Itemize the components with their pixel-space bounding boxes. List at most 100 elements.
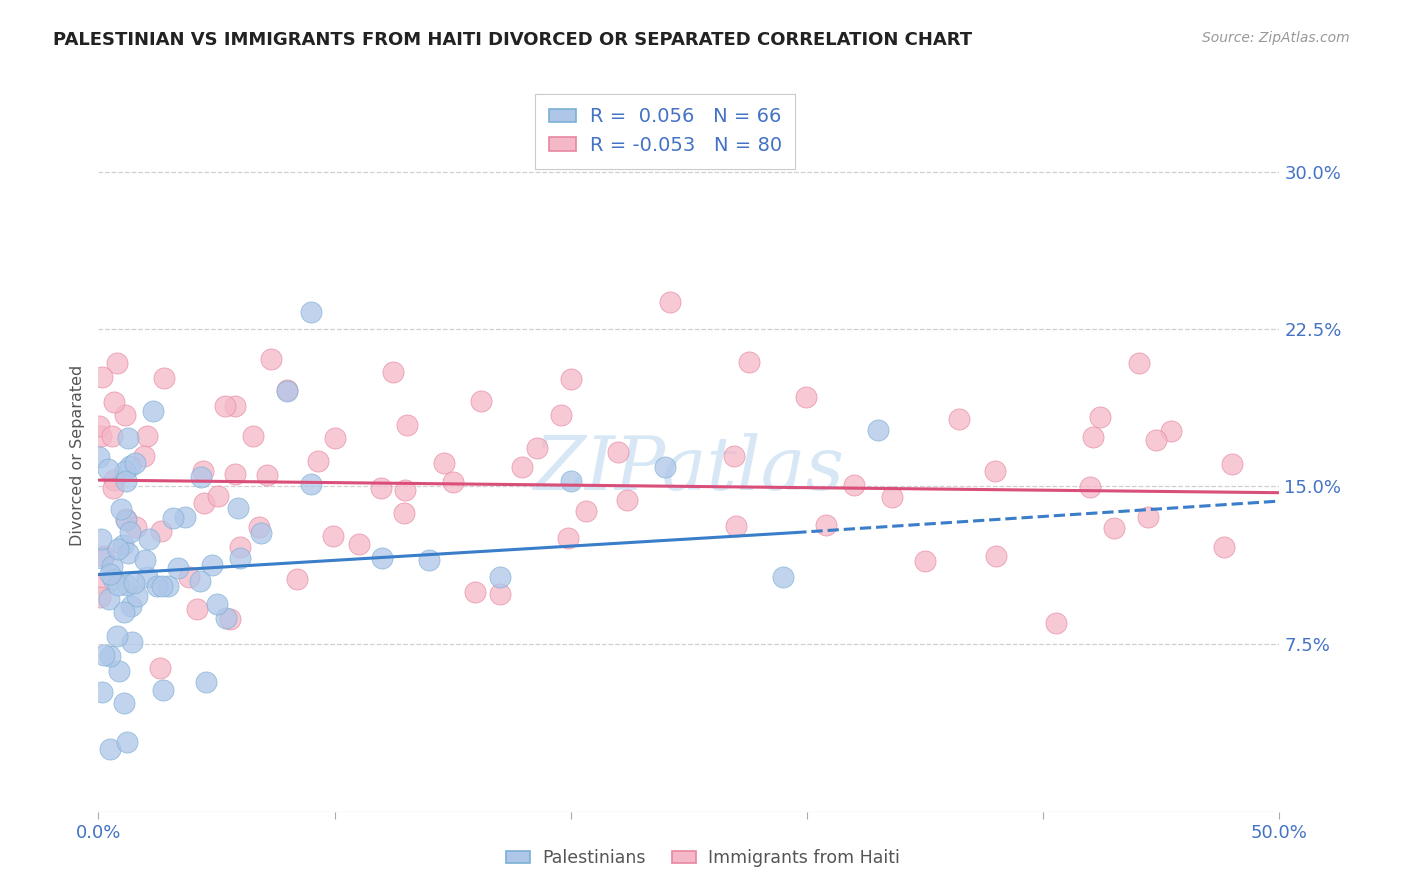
Point: [256, 468, 278, 483]
Point: [93, 549, 115, 563]
Point: [815, 518, 838, 533]
Point: [111, 537, 134, 551]
Point: [150, 579, 173, 593]
Point: [103, 481, 125, 495]
Point: [114, 464, 136, 478]
Point: [396, 417, 419, 432]
Point: [114, 474, 136, 488]
Point: [983, 464, 1005, 478]
Point: [193, 496, 215, 510]
Point: [349, 537, 371, 551]
Point: [193, 464, 215, 478]
Point: [101, 572, 124, 586]
Point: [87, 419, 110, 434]
Point: [392, 507, 415, 521]
Point: [156, 579, 179, 593]
Point: [418, 553, 440, 567]
Point: [1088, 409, 1111, 424]
Point: [382, 366, 405, 380]
Point: [560, 372, 582, 386]
Point: [1080, 479, 1102, 493]
Point: [152, 683, 174, 698]
Point: [984, 549, 1007, 563]
Point: [205, 598, 228, 612]
Point: [100, 558, 122, 573]
Point: [114, 408, 136, 422]
Point: [214, 399, 236, 413]
Point: [1144, 434, 1167, 448]
Point: [97, 591, 120, 606]
Point: [276, 384, 298, 399]
Point: [107, 541, 129, 556]
Point: [150, 524, 173, 539]
Point: [219, 612, 242, 626]
Point: [866, 423, 889, 437]
Point: [90, 576, 112, 591]
Point: [98, 741, 121, 756]
Point: [115, 578, 138, 592]
Point: [103, 473, 125, 487]
Point: [117, 431, 139, 445]
Point: [201, 558, 224, 573]
Point: [89, 450, 111, 464]
Point: [1160, 424, 1182, 438]
Point: [772, 570, 794, 584]
Point: [118, 524, 141, 539]
Point: [560, 475, 582, 489]
Point: [1102, 521, 1125, 535]
Point: [285, 572, 308, 586]
Legend: R =  0.056   N = 66, R = -0.053   N = 80: R = 0.056 N = 66, R = -0.053 N = 80: [536, 94, 796, 169]
Point: [190, 470, 212, 484]
Point: [433, 456, 456, 470]
Point: [105, 356, 128, 370]
Point: [107, 629, 129, 643]
Point: [323, 431, 346, 445]
Point: [107, 578, 129, 592]
Point: [1045, 616, 1067, 631]
Point: [723, 450, 745, 464]
Point: [134, 553, 156, 567]
Point: [1213, 540, 1236, 554]
Point: [299, 477, 322, 491]
Y-axis label: Divorced or Separated: Divorced or Separated: [69, 364, 84, 546]
Point: [224, 467, 246, 481]
Point: [658, 294, 681, 309]
Point: [190, 574, 212, 588]
Point: [489, 570, 512, 584]
Point: [512, 460, 534, 475]
Point: [177, 570, 200, 584]
Point: [103, 395, 125, 409]
Point: [914, 554, 936, 568]
Point: [307, 454, 329, 468]
Point: [97, 462, 120, 476]
Point: [90, 550, 112, 565]
Point: [229, 551, 252, 566]
Point: [124, 457, 146, 471]
Point: [122, 576, 145, 591]
Point: [98, 648, 121, 663]
Point: [489, 587, 512, 601]
Point: [844, 478, 866, 492]
Point: [127, 589, 149, 603]
Point: [138, 532, 160, 546]
Point: [112, 696, 135, 710]
Point: [1136, 510, 1159, 524]
Point: [112, 605, 135, 619]
Point: [260, 351, 283, 366]
Point: [322, 529, 344, 543]
Point: [115, 513, 138, 527]
Point: [115, 735, 138, 749]
Point: [226, 500, 249, 515]
Point: [526, 441, 548, 455]
Point: [134, 449, 156, 463]
Point: [118, 459, 141, 474]
Point: [607, 445, 630, 459]
Point: [299, 305, 322, 319]
Point: [1128, 356, 1150, 370]
Legend: Palestinians, Immigrants from Haiti: Palestinians, Immigrants from Haiti: [499, 843, 907, 874]
Point: [142, 404, 165, 418]
Point: [124, 520, 146, 534]
Point: [242, 429, 264, 443]
Point: [90, 685, 112, 699]
Text: Source: ZipAtlas.com: Source: ZipAtlas.com: [1202, 31, 1350, 45]
